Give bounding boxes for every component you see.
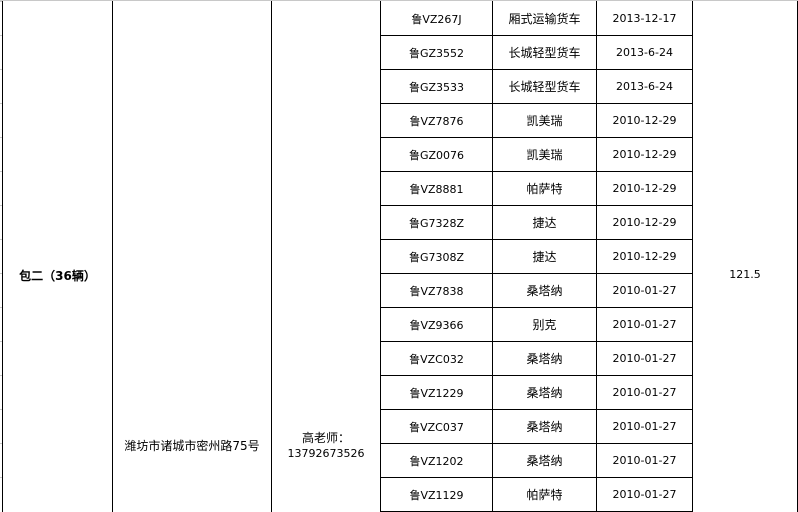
border xyxy=(2,1,3,512)
model-cell[interactable]: 桑塔纳 xyxy=(526,284,563,298)
total-cell[interactable]: 121.5 xyxy=(693,1,797,512)
date-cell[interactable]: 2010-01-27 xyxy=(612,318,677,331)
contact-name: 高老师： xyxy=(301,431,350,445)
model-cell[interactable]: 捷达 xyxy=(532,250,557,264)
model-cell[interactable]: 帕萨特 xyxy=(526,488,563,502)
plate-cell[interactable]: 鲁GZ0076 xyxy=(408,148,465,162)
gridline xyxy=(0,273,2,274)
gridline xyxy=(0,35,2,36)
row-divider xyxy=(380,375,693,376)
model-cell[interactable]: 长城轻型货车 xyxy=(508,46,581,60)
model-cell[interactable]: 凯美瑞 xyxy=(526,148,563,162)
gridline xyxy=(0,375,2,376)
row-divider xyxy=(380,273,693,274)
model-cell[interactable]: 桑塔纳 xyxy=(526,352,563,366)
model-cell[interactable]: 别克 xyxy=(532,318,557,332)
gridline xyxy=(0,1,2,2)
gridline xyxy=(0,477,2,478)
date-cell[interactable]: 2010-01-27 xyxy=(612,386,677,399)
model-cell[interactable]: 厢式运输货车 xyxy=(508,12,581,26)
contact-cell[interactable]: 高老师： 13792673526 xyxy=(272,1,380,512)
border xyxy=(380,1,381,512)
group-label: 包二（36辆） xyxy=(19,269,96,283)
date-cell[interactable]: 2010-12-29 xyxy=(612,148,677,161)
date-cell[interactable]: 2013-12-17 xyxy=(612,12,677,25)
plate-cell[interactable]: 鲁VZ267J xyxy=(411,12,462,26)
gridline xyxy=(0,137,2,138)
model-cell[interactable]: 凯美瑞 xyxy=(526,114,563,128)
plate-cell[interactable]: 鲁VZ8881 xyxy=(409,182,464,196)
date-cell[interactable]: 2010-12-29 xyxy=(612,114,677,127)
plate-cell[interactable]: 鲁VZ1202 xyxy=(409,454,464,468)
address-cell[interactable]: 潍坊市诸城市密州路75号 xyxy=(113,1,271,512)
model-cell[interactable]: 桑塔纳 xyxy=(526,454,563,468)
plate-cell[interactable]: 鲁G7308Z xyxy=(408,250,465,264)
gridline xyxy=(0,341,2,342)
date-cell[interactable]: 2010-12-29 xyxy=(612,216,677,229)
row-divider xyxy=(380,137,693,138)
plate-cell[interactable]: 鲁VZC032 xyxy=(409,352,464,366)
row-divider xyxy=(380,35,693,36)
border xyxy=(492,1,493,512)
gridline xyxy=(0,443,2,444)
plate-cell[interactable]: 鲁GZ3533 xyxy=(408,80,465,94)
model-cell[interactable]: 桑塔纳 xyxy=(526,386,563,400)
date-cell[interactable]: 2010-01-27 xyxy=(612,420,677,433)
row-divider xyxy=(380,443,693,444)
date-cell[interactable]: 2013-6-24 xyxy=(616,80,673,93)
plate-cell[interactable]: 鲁G7328Z xyxy=(408,216,465,230)
row-divider xyxy=(380,103,693,104)
row-divider xyxy=(380,239,693,240)
model-cell[interactable]: 长城轻型货车 xyxy=(508,80,581,94)
plate-cell[interactable]: 鲁VZ1229 xyxy=(409,386,464,400)
date-cell[interactable]: 2010-01-27 xyxy=(612,284,677,297)
border xyxy=(112,1,113,512)
contact-phone: 13792673526 xyxy=(287,447,365,460)
row-divider xyxy=(380,341,693,342)
plate-cell[interactable]: 鲁VZC037 xyxy=(409,420,464,434)
date-cell[interactable]: 2010-01-27 xyxy=(612,454,677,467)
row-divider xyxy=(380,69,693,70)
border xyxy=(692,1,693,512)
gridline xyxy=(0,103,2,104)
gridline xyxy=(0,409,2,410)
model-cell[interactable]: 捷达 xyxy=(532,216,557,230)
gridline xyxy=(0,171,2,172)
row-divider xyxy=(380,409,693,410)
gridline xyxy=(0,307,2,308)
group-cell[interactable]: 包二（36辆） xyxy=(3,1,112,512)
model-cell[interactable]: 帕萨特 xyxy=(526,182,563,196)
address: 潍坊市诸城市密州路75号 xyxy=(124,439,260,453)
date-cell[interactable]: 2010-12-29 xyxy=(612,182,677,195)
sheet-top-gridline xyxy=(0,0,798,1)
border xyxy=(271,1,272,512)
row-divider xyxy=(380,171,693,172)
date-cell[interactable]: 2010-01-27 xyxy=(612,352,677,365)
model-cell[interactable]: 桑塔纳 xyxy=(526,420,563,434)
row-divider xyxy=(380,477,693,478)
border xyxy=(596,1,597,512)
plate-cell[interactable]: 鲁VZ7876 xyxy=(409,114,464,128)
date-cell[interactable]: 2013-6-24 xyxy=(616,46,673,59)
plate-cell[interactable]: 鲁VZ7838 xyxy=(409,284,464,298)
total-value: 121.5 xyxy=(729,268,761,281)
gridline xyxy=(0,239,2,240)
row-divider xyxy=(380,307,693,308)
date-cell[interactable]: 2010-12-29 xyxy=(612,250,677,263)
plate-cell[interactable]: 鲁VZ1129 xyxy=(409,488,464,502)
date-cell[interactable]: 2010-01-27 xyxy=(612,488,677,501)
gridline xyxy=(0,205,2,206)
plate-cell[interactable]: 鲁VZ9366 xyxy=(409,318,464,332)
gridline xyxy=(0,69,2,70)
row-divider xyxy=(380,205,693,206)
plate-cell[interactable]: 鲁GZ3552 xyxy=(408,46,465,60)
